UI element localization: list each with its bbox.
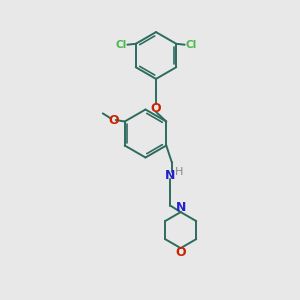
Text: O: O <box>176 246 186 259</box>
Text: O: O <box>151 101 161 115</box>
Text: N: N <box>165 169 175 182</box>
Text: H: H <box>175 167 183 177</box>
Text: N: N <box>176 201 186 214</box>
Text: O: O <box>108 113 119 127</box>
Text: Cl: Cl <box>185 40 197 50</box>
Text: Cl: Cl <box>116 40 127 50</box>
